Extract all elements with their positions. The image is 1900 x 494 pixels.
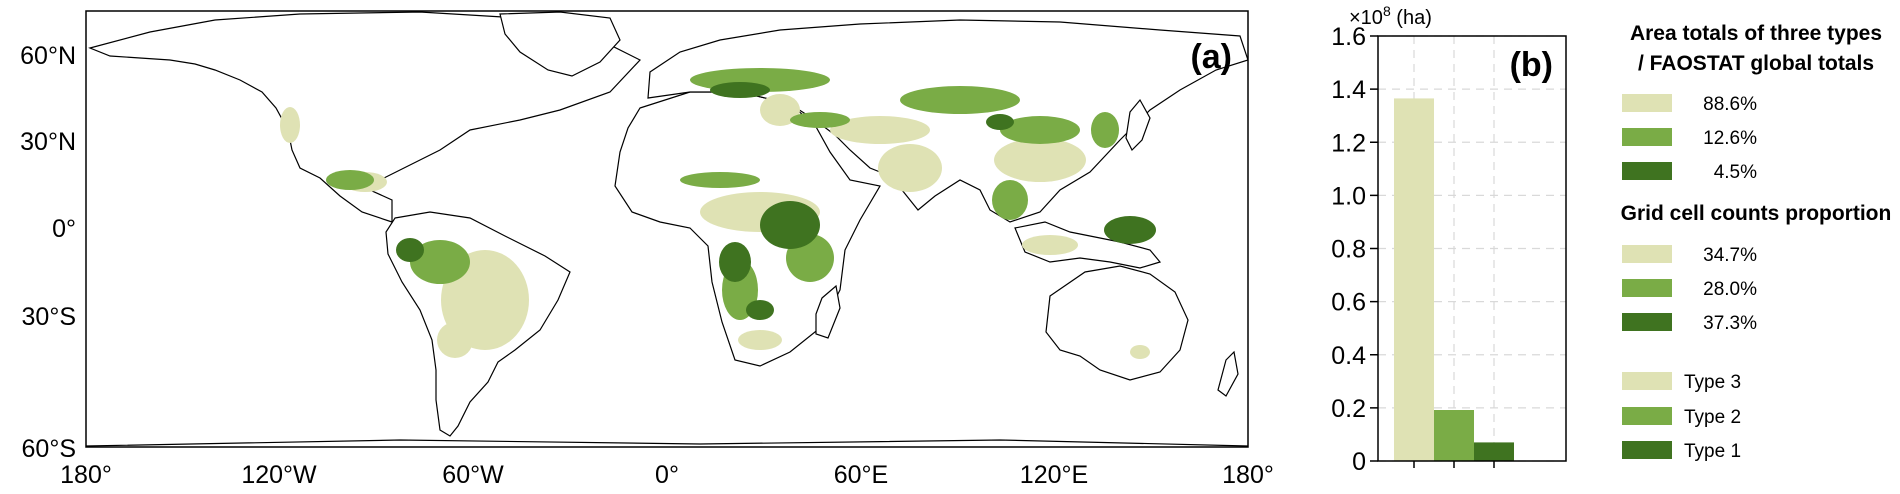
area-legend-value: 12.6% bbox=[1703, 128, 1757, 149]
chart-scale-unit: (ha) bbox=[1391, 7, 1432, 29]
map-frame bbox=[85, 10, 1249, 448]
area-legend-value: 4.5% bbox=[1714, 162, 1757, 183]
legend-swatch-type3 bbox=[1622, 245, 1672, 263]
bar-chart-panel: 0 0.2 0.4 0.6 0.8 1.0 1.2 1.4 1.6 ×108 (ha) (b) bbox=[1331, 3, 1567, 476]
antarctica-land bbox=[86, 439, 1248, 447]
madagascar-land bbox=[815, 284, 841, 339]
chart-panel-label: (b) bbox=[1510, 46, 1553, 84]
japan-land bbox=[1125, 98, 1151, 152]
lon-tick-label: 180° bbox=[60, 461, 112, 489]
chart-y-axis: 0 0.2 0.4 0.6 0.8 1.0 1.2 1.4 1.6 bbox=[1331, 23, 1495, 476]
legend-swatch-type3 bbox=[1622, 94, 1672, 112]
chart-scale-exp: 8 bbox=[1383, 3, 1391, 19]
grid-legend-value: 34.7% bbox=[1703, 245, 1757, 266]
chart-bar-type-3 bbox=[1394, 98, 1434, 461]
chart-scale-label: ×108 (ha) bbox=[1349, 3, 1432, 29]
chart-bars bbox=[1394, 98, 1514, 461]
chart-y-tick-label: 1.6 bbox=[1331, 23, 1366, 51]
chart-scale-prefix: ×10 bbox=[1349, 7, 1383, 29]
lon-tick-label: 120°E bbox=[1020, 461, 1088, 489]
legend-swatch-type1 bbox=[1622, 162, 1672, 180]
lat-tick-label: 60°N bbox=[20, 42, 76, 70]
legend-swatch-type1 bbox=[1622, 441, 1672, 459]
lon-tick-label: 60°E bbox=[834, 461, 888, 489]
lat-tick-label: 30°S bbox=[22, 303, 76, 331]
chart-y-tick-label: 1.2 bbox=[1331, 129, 1366, 157]
australia-land bbox=[1045, 265, 1189, 381]
lon-axis: 180° 120°W 60°W 0° 60°E 120°E 180° bbox=[60, 461, 1274, 489]
grid-legend-value: 37.3% bbox=[1703, 313, 1757, 334]
area-legend-title-line1: Area totals of three types bbox=[1630, 22, 1882, 45]
chart-y-tick-label: 1.4 bbox=[1331, 76, 1366, 104]
lat-tick-label: 0° bbox=[52, 215, 76, 243]
type-legend-label: Type 2 bbox=[1684, 407, 1741, 428]
map-panel-label: (a) bbox=[1190, 38, 1232, 76]
chart-y-tick-label: 0.4 bbox=[1331, 342, 1366, 370]
map-land bbox=[86, 11, 1248, 447]
greenland-land bbox=[499, 11, 621, 77]
legend-swatch-type2 bbox=[1622, 279, 1672, 297]
lon-tick-label: 60°W bbox=[442, 461, 504, 489]
legend-swatch-type3 bbox=[1622, 372, 1672, 390]
grid-legend-value: 28.0% bbox=[1703, 279, 1757, 300]
indonesia-land bbox=[1014, 221, 1162, 269]
legend: Area totals of three types / FAOSTAT glo… bbox=[1621, 22, 1892, 462]
legend-swatch-type1 bbox=[1622, 313, 1672, 331]
chart-y-tick-label: 1.0 bbox=[1331, 182, 1366, 210]
lon-tick-label: 120°W bbox=[241, 461, 317, 489]
area-legend-title-line2: / FAOSTAT global totals bbox=[1638, 52, 1874, 75]
chart-bar-type-2 bbox=[1434, 410, 1474, 461]
lon-tick-label: 0° bbox=[655, 461, 679, 489]
chart-y-tick-label: 0 bbox=[1352, 448, 1366, 476]
lat-tick-label: 30°N bbox=[20, 128, 76, 156]
chart-y-tick-label: 0.8 bbox=[1331, 236, 1366, 264]
legend-swatch-type2 bbox=[1622, 407, 1672, 425]
legend-swatch-type2 bbox=[1622, 128, 1672, 146]
map-panel: 60°N 30°N 0° 30°S 60°S 180° 120°W 60°W 0… bbox=[20, 10, 1274, 489]
type-legend-label: Type 1 bbox=[1684, 441, 1741, 462]
lat-axis: 60°N 30°N 0° 30°S 60°S bbox=[20, 42, 76, 463]
grid-legend-title: Grid cell counts proportion bbox=[1621, 202, 1892, 225]
type-legend-label: Type 3 bbox=[1684, 372, 1741, 393]
lat-tick-label: 60°S bbox=[22, 435, 76, 463]
new-zealand-land bbox=[1217, 350, 1239, 397]
chart-y-tick-label: 0.2 bbox=[1331, 395, 1366, 423]
area-legend-value: 88.6% bbox=[1703, 94, 1757, 115]
lon-tick-label: 180° bbox=[1222, 461, 1274, 489]
chart-y-tick-label: 0.6 bbox=[1331, 289, 1366, 317]
type1-cropland bbox=[396, 82, 1156, 320]
chart-bar-type-1 bbox=[1474, 442, 1514, 461]
